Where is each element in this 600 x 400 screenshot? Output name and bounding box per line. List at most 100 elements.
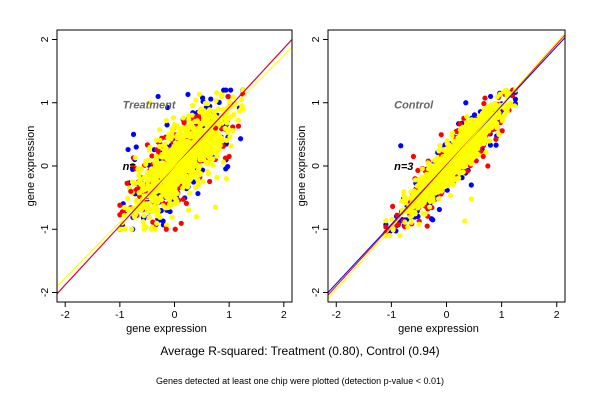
x-tick-label: 0 xyxy=(444,309,450,321)
data-point xyxy=(132,155,139,161)
data-point xyxy=(225,94,231,100)
data-point xyxy=(475,146,481,152)
data-point xyxy=(487,108,494,114)
data-point xyxy=(145,178,151,184)
data-point xyxy=(475,152,481,158)
data-point xyxy=(199,107,205,113)
data-point xyxy=(468,182,474,188)
data-point xyxy=(186,113,192,119)
data-point xyxy=(178,220,184,226)
data-point xyxy=(423,193,429,200)
data-point xyxy=(390,203,396,209)
data-point xyxy=(227,114,233,120)
data-point xyxy=(449,130,456,136)
data-point xyxy=(167,208,173,215)
data-point xyxy=(494,125,500,131)
y-tick-label: 2 xyxy=(39,36,51,42)
data-point xyxy=(164,122,170,128)
data-point xyxy=(430,198,436,204)
data-point xyxy=(438,132,444,138)
fit-line xyxy=(328,34,565,296)
data-point xyxy=(205,170,211,177)
y-tick-label: -1 xyxy=(39,224,51,233)
data-point xyxy=(163,148,169,154)
data-point xyxy=(428,170,434,176)
data-point xyxy=(145,169,151,175)
data-point xyxy=(155,93,161,100)
data-point xyxy=(220,106,226,113)
data-point xyxy=(448,173,454,180)
plot-area xyxy=(57,39,292,295)
data-point xyxy=(199,128,205,134)
data-point xyxy=(473,158,479,164)
data-point xyxy=(180,115,186,121)
data-point xyxy=(463,155,469,162)
data-point xyxy=(228,87,234,93)
data-point xyxy=(499,128,505,134)
data-point xyxy=(128,188,134,194)
data-point xyxy=(239,97,245,103)
data-point xyxy=(212,133,218,139)
data-point xyxy=(139,182,146,188)
data-point xyxy=(445,168,451,174)
data-point xyxy=(401,189,407,195)
data-point xyxy=(499,118,506,124)
data-point xyxy=(172,172,178,178)
data-point xyxy=(145,157,152,163)
data-point xyxy=(146,200,152,207)
data-point xyxy=(141,226,147,232)
data-point xyxy=(171,190,177,196)
data-point xyxy=(450,181,456,188)
data-point xyxy=(460,169,466,175)
data-point xyxy=(133,144,139,150)
data-point xyxy=(196,91,203,97)
data-point xyxy=(155,173,162,179)
data-point xyxy=(431,184,438,190)
data-point xyxy=(143,161,149,167)
data-point xyxy=(463,100,469,106)
data-point xyxy=(179,134,185,140)
data-point xyxy=(195,146,202,152)
data-point xyxy=(130,163,136,169)
data-point xyxy=(492,100,498,106)
data-point xyxy=(214,153,220,159)
data-point xyxy=(207,155,213,161)
data-point xyxy=(413,191,419,198)
data-point xyxy=(432,167,439,174)
data-point xyxy=(152,160,158,166)
data-point xyxy=(164,104,171,111)
y-tick-label: 1 xyxy=(310,100,322,106)
data-point xyxy=(124,180,130,186)
data-point xyxy=(225,104,231,110)
data-point xyxy=(398,143,404,149)
data-point xyxy=(482,95,488,101)
data-point xyxy=(506,103,512,109)
data-point xyxy=(191,155,197,161)
data-point xyxy=(168,180,174,186)
data-point xyxy=(192,127,198,133)
data-point xyxy=(149,224,155,230)
data-point xyxy=(223,176,230,182)
data-point xyxy=(480,153,486,159)
data-point xyxy=(387,232,393,239)
y-tick-label: 0 xyxy=(39,163,51,169)
data-point xyxy=(205,100,211,107)
data-point xyxy=(142,187,148,193)
x-tick-label: 0 xyxy=(172,309,178,321)
data-point xyxy=(190,171,196,178)
data-point xyxy=(173,150,179,156)
data-point xyxy=(169,161,175,167)
data-point xyxy=(496,131,502,137)
data-point xyxy=(184,138,190,145)
data-point xyxy=(149,153,155,159)
data-point xyxy=(141,213,147,219)
y-axis-label: gene expression xyxy=(25,126,37,207)
data-point xyxy=(153,137,160,143)
data-point xyxy=(157,127,163,133)
data-point xyxy=(160,218,166,224)
data-point xyxy=(175,180,181,186)
panel-label: Control xyxy=(394,100,434,112)
data-point xyxy=(481,100,487,107)
data-point xyxy=(168,131,174,137)
data-point xyxy=(170,115,177,121)
